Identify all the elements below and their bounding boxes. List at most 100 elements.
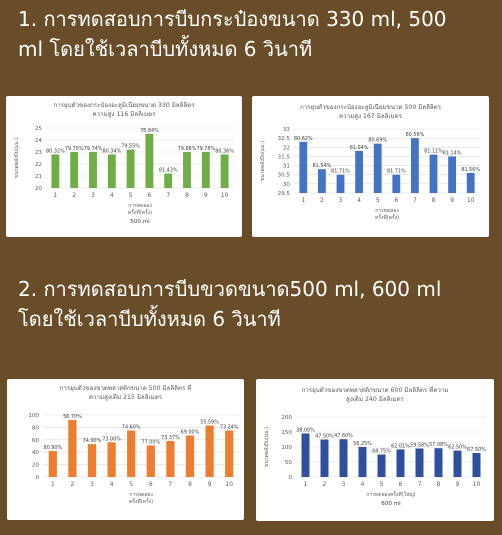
data-label: 79.75%: [65, 146, 84, 152]
x-tick-label: 4: [110, 193, 114, 199]
data-label: 74.60%: [122, 425, 141, 431]
x-tick-label: 7: [418, 482, 422, 488]
x-tick-label: 1: [51, 482, 55, 488]
y-tick-label: 32.5: [278, 136, 291, 142]
data-label: 81.56%: [461, 167, 480, 173]
x-tick-label: 1: [54, 193, 58, 199]
data-label: 79.74%: [84, 146, 103, 152]
chart-title-line: การยุบตัวของกระป๋องอะลูมิเนียมขนาด 500 ม…: [300, 103, 442, 111]
data-label: 56.25%: [353, 441, 372, 447]
data-label: 73.24%: [220, 425, 239, 431]
x-tick-label: 5: [129, 482, 133, 488]
y-axis-title: ขนาดหลังบีบ(มม.): [13, 138, 20, 178]
bar: [205, 425, 214, 477]
chart-title-line: การยุบตัวของขวดพลาสติกขนาด 600 มิลลิลิตร…: [302, 386, 449, 394]
data-label: 80.34%: [102, 148, 121, 154]
chart-title-line: ความสูง 167 มิลลิเมตร: [339, 113, 403, 120]
x-tick-label: 5: [380, 482, 384, 488]
data-label: 80.62%: [294, 136, 313, 142]
chart-card-bottle-600: การยุบตัวของขวดพลาสติกขนาด 600 มิลลิลิตร…: [256, 379, 494, 521]
bar: [434, 448, 443, 477]
bar: [220, 154, 229, 188]
x-tick-label: 7: [413, 198, 417, 204]
chart-card-bottle-500: การยุบตัวของขวดพลาสติกขนาด 500 มิลลิลิตร…: [7, 379, 244, 520]
bar: [317, 169, 326, 193]
bar: [164, 173, 173, 188]
bar: [70, 152, 79, 188]
bar: [51, 154, 60, 188]
x-axis-title: ครั้งที่(ครั้ง): [129, 496, 153, 505]
y-tick-label: 20: [35, 186, 43, 192]
y-tick-label: 200: [281, 415, 292, 421]
chart-sublabel: 500 ml: [130, 219, 150, 225]
y-tick-label: 50: [285, 460, 293, 466]
x-axis-title: ครั้งที่(ครั้ง): [128, 207, 152, 216]
chart-title-line: ความสูง 116 มิลลิเมตร: [93, 111, 157, 118]
data-label: 81.71%: [331, 169, 350, 175]
bar: [225, 430, 234, 477]
y-axis-title: ขนาดหลังบีบ(มม.): [259, 141, 266, 181]
chart-bottle-600: การยุบตัวของขวดพลาสติกขนาด 600 มิลลิลิตร…: [263, 386, 486, 507]
chart-title-line: การยุบตัวของขวดพลาสติกขนาด 500 มิลลิลิตร…: [60, 384, 192, 392]
y-axis-title: ขนาดหลังบีบ(มม.): [263, 427, 270, 467]
x-tick-label: 5: [376, 198, 380, 204]
x-tick-label: 10: [221, 193, 229, 199]
bar: [299, 141, 308, 193]
bar: [415, 448, 424, 477]
section-2-heading: 2. การทดสอบการบีบขวดขนาด500 ml, 600 ml โ…: [18, 274, 441, 334]
bar: [166, 441, 175, 477]
x-tick-label: 9: [456, 482, 460, 488]
data-label: 81.11%: [424, 149, 443, 155]
data-label: 47.50%: [315, 434, 334, 440]
data-label: 80.36%: [215, 148, 234, 154]
bar: [201, 152, 210, 188]
y-tick-label: 32: [283, 145, 290, 151]
x-tick-label: 7: [169, 482, 173, 488]
bar: [107, 154, 116, 188]
bar: [373, 143, 382, 193]
bar: [145, 134, 154, 188]
x-tick-label: 2: [72, 193, 76, 199]
x-tick-label: 2: [323, 482, 327, 488]
x-tick-label: 3: [90, 482, 94, 488]
data-label: 38.00%: [296, 428, 315, 434]
y-tick-label: 0: [35, 475, 39, 481]
data-label: 73.37%: [161, 435, 180, 441]
bar: [355, 150, 364, 193]
y-tick-label: 31: [283, 164, 291, 170]
data-label: 81.04%: [350, 145, 369, 151]
data-label: 62.50%: [448, 445, 467, 451]
data-label: 81.54%: [313, 163, 332, 169]
data-label: 68.75%: [372, 449, 391, 455]
data-label: 62.01%: [391, 443, 410, 449]
data-label: 81.43%: [159, 168, 178, 174]
data-label: 77.00%: [141, 439, 160, 445]
data-label: 79.68%: [178, 146, 197, 152]
x-axis-title: ครั้งที่(ครั้ง): [375, 212, 399, 221]
chart-card-can-330: การยุบตัวของกระป๋องอะลูมิเนียมขนาด 330 ม…: [6, 96, 242, 237]
bar: [87, 444, 97, 477]
chart-bottle-500: การยุบตัวของขวดพลาสติกขนาด 500 มิลลิลิตร…: [28, 384, 239, 505]
data-label: 73.00%: [102, 436, 121, 442]
y-tick-label: 30.5: [278, 173, 291, 179]
data-label: 47.60%: [334, 433, 353, 439]
y-tick-label: 30: [283, 182, 291, 188]
bar: [126, 149, 135, 188]
bar: [301, 433, 310, 477]
chart-title-line: ความสูงเดิม 215 มิลลิเมตร: [89, 394, 163, 401]
x-tick-label: 6: [399, 482, 403, 488]
chart-title-line: การยุบตัวของกระป๋องอะลูมิเนียมขนาด 330 ม…: [53, 101, 195, 109]
bar: [466, 172, 475, 193]
x-tick-label: 3: [339, 198, 343, 204]
section-2-heading-line-1: 2. การทดสอบการบีบขวดขนาด500 ml, 600 ml: [18, 277, 442, 301]
bar: [107, 442, 116, 477]
bar: [396, 449, 405, 477]
data-label: 74.90%: [83, 438, 102, 444]
bar: [48, 450, 57, 477]
bar: [339, 439, 348, 477]
x-axis-title: การทดลอง: [375, 208, 399, 214]
section-2-heading-line-2: โดยใช้เวลาบีบทั้งหมด 6 วินาที: [18, 307, 281, 331]
bar: [453, 450, 462, 477]
y-tick-label: 20: [32, 463, 40, 469]
y-tick-label: 21: [35, 174, 43, 180]
